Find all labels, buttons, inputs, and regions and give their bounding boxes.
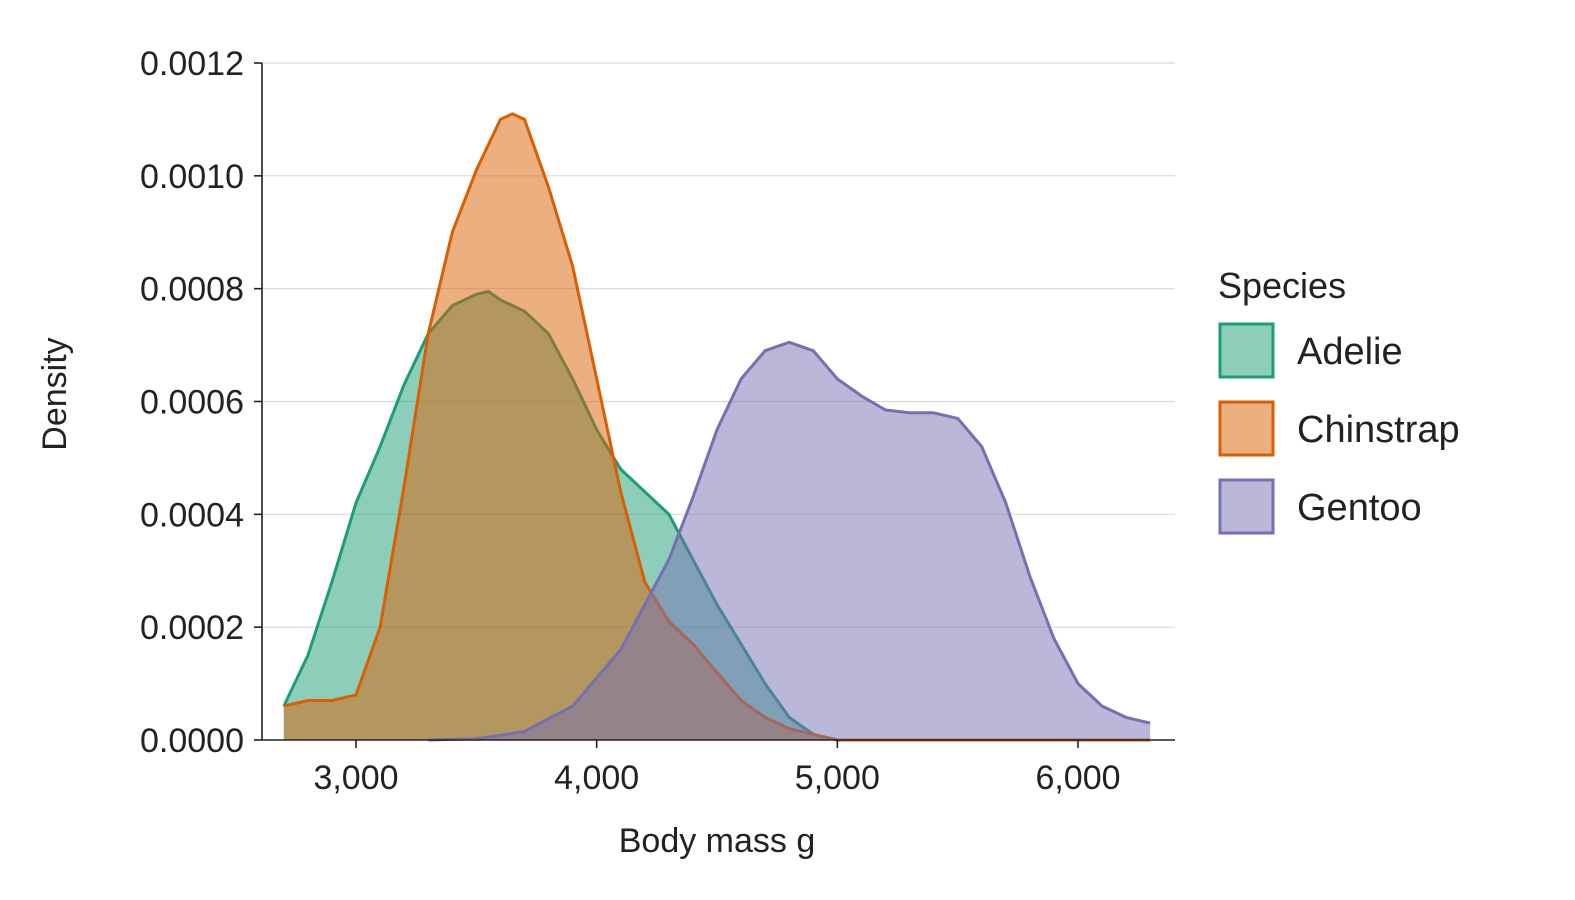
x-axis-ticks: 3,000 4,000 5,000 6,000 (313, 740, 1121, 797)
x-tick-label: 6,000 (1035, 759, 1120, 797)
legend-swatch-adelie (1218, 322, 1275, 379)
x-tick-label: 3,000 (313, 759, 398, 797)
y-tick-label: 0.0004 (140, 496, 244, 534)
y-axis-ticks: 0.0000 0.0002 0.0004 0.0006 0.0008 0.0010 0.00… (140, 45, 262, 760)
y-tick-label: 0.0010 (140, 158, 244, 196)
legend-swatch-chinstrap (1218, 400, 1275, 457)
density-area-gentoo (428, 342, 1151, 740)
density-areas (282, 112, 1151, 742)
legend: Species Adelie Chinstrap Gentoo (1218, 265, 1460, 535)
legend-label-adelie: Adelie (1297, 331, 1403, 373)
legend-label-gentoo: Gentoo (1297, 487, 1422, 529)
y-tick-label: 0.0000 (140, 722, 244, 760)
legend-label-chinstrap: Chinstrap (1297, 409, 1460, 451)
x-axis-title: Body mass g (619, 822, 816, 860)
x-tick-label: 5,000 (795, 759, 880, 797)
legend-swatch-gentoo (1218, 478, 1275, 535)
y-axis-title: Density (36, 337, 74, 450)
x-tick-label: 4,000 (554, 759, 639, 797)
y-tick-label: 0.0002 (140, 609, 244, 647)
density-area-chinstrap (283, 113, 1151, 741)
y-tick-label: 0.0008 (140, 271, 244, 309)
y-tick-label: 0.0012 (140, 45, 244, 83)
density-line-gentoo (428, 340, 1151, 742)
y-tick-label: 0.0006 (140, 384, 244, 422)
legend-title: Species (1218, 265, 1346, 306)
